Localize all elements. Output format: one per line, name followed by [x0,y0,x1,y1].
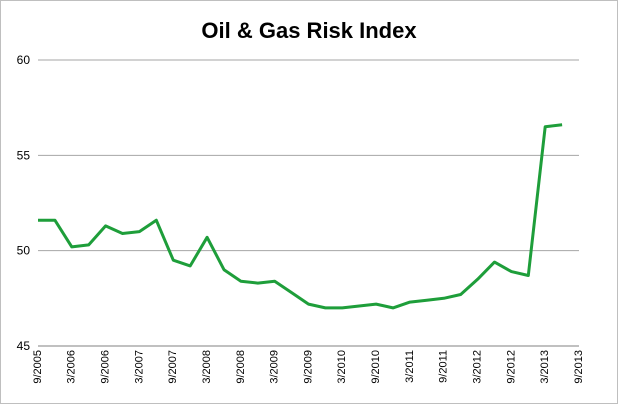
chart-title: Oil & Gas Risk Index [201,18,417,43]
x-tick-label: 9/2010 [370,350,382,384]
y-tick-label: 55 [17,148,31,162]
x-tick-label: 3/2012 [471,350,483,384]
y-tick-label: 60 [17,53,31,67]
x-tick-label: 9/2006 [100,350,112,384]
series-group [38,123,563,310]
x-tick-label: 9/2013 [573,350,585,384]
y-tick-label: 50 [17,244,31,258]
grid-lines [38,59,579,347]
x-tick-label: 9/2007 [167,350,179,384]
x-tick-label: 3/2011 [404,350,416,383]
x-tick-label: 3/2009 [269,350,281,384]
series-line-0 [38,123,563,310]
x-tick-label: 3/2006 [66,350,78,384]
x-tick-label: 9/2005 [32,350,44,384]
x-tick-label: 3/2013 [539,350,551,384]
y-tick-label: 45 [17,339,31,353]
x-tick-labels: 9/2005 3/2006 9/2006 3/2007 9/2007 3/2008 9/20… [32,350,585,384]
x-tick-label: 3/2008 [201,350,213,384]
x-tick-label: 9/2009 [302,350,314,384]
x-tick-label: 9/2011 [438,350,450,383]
x-tick-label: 3/2010 [336,350,348,384]
y-tick-labels: 45 50 55 60 [17,53,31,353]
x-tick-label: 3/2007 [133,350,145,384]
x-tick-label: 9/2012 [505,350,517,384]
x-tick-label: 9/2008 [235,350,247,384]
